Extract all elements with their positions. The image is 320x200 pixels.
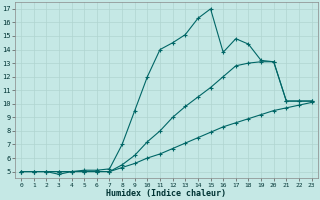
- X-axis label: Humidex (Indice chaleur): Humidex (Indice chaleur): [106, 189, 226, 198]
